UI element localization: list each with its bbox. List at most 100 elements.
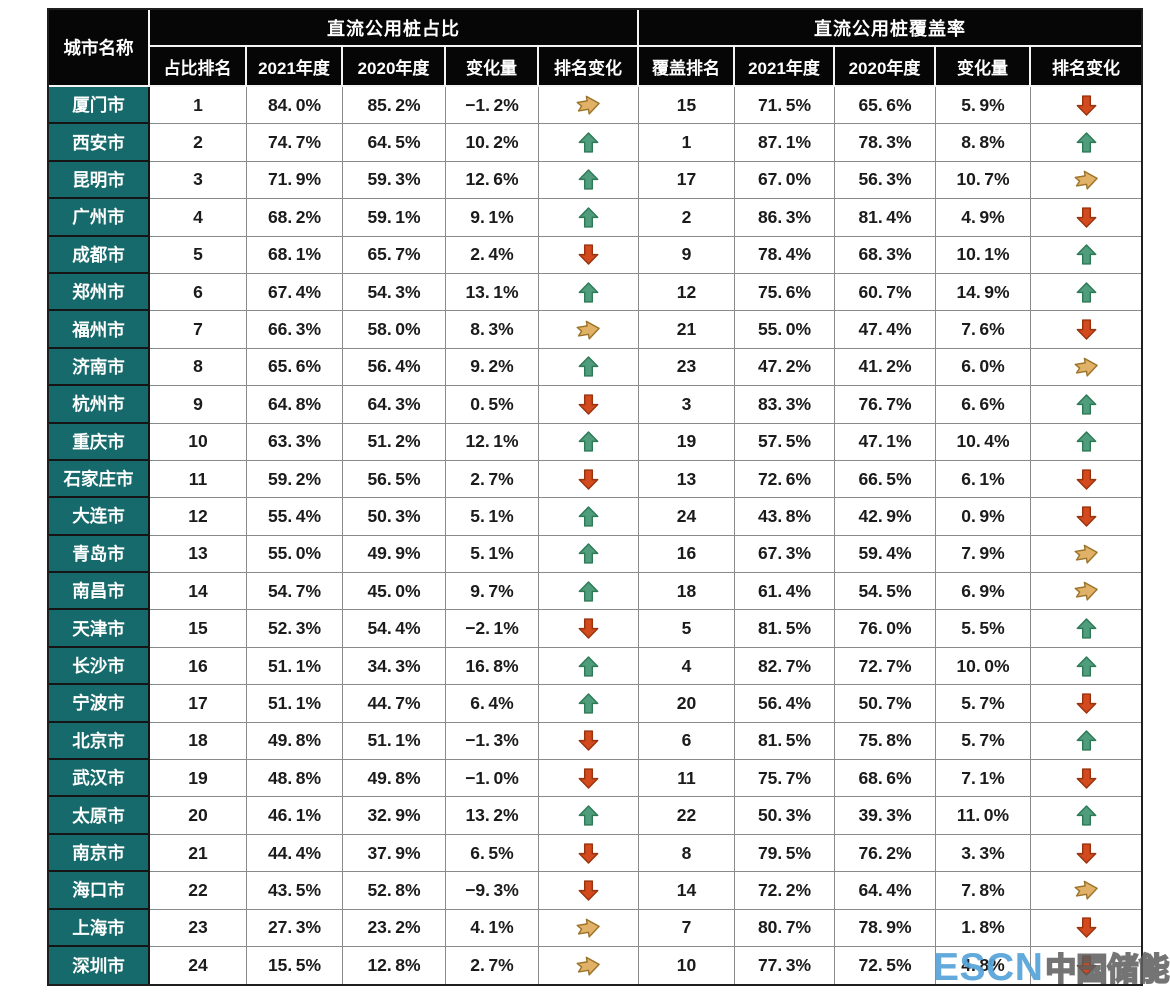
table-row: 上海市 23 27. 3% 23. 2% 4. 1% 7 80. 7% 78. 9% 1. 8% — [49, 909, 1142, 947]
share-change-cell: 2. 7% — [446, 946, 539, 985]
city-cell: 厦门市 — [49, 87, 150, 125]
coverage-2020-cell: 68. 3% — [835, 236, 936, 274]
coverage-trend-cell — [1031, 760, 1142, 798]
share-change-cell: 16. 8% — [446, 647, 539, 686]
share-2020-cell: 59. 3% — [343, 161, 446, 200]
share-2020-cell: 54. 4% — [343, 610, 446, 648]
city-cell: 西安市 — [49, 124, 150, 162]
share-change-cell: 6. 4% — [446, 685, 539, 723]
share-rank-cell: 10 — [150, 423, 247, 461]
coverage-trend-cell — [1031, 423, 1142, 461]
share-trend-cell — [539, 573, 639, 611]
table-row: 长沙市 16 51. 1% 34. 3% 16. 8% 4 82. 7% 72. 7% 10. … — [49, 647, 1142, 686]
coverage-rank-cell: 22 — [639, 797, 735, 835]
city-cell: 青岛市 — [49, 535, 150, 574]
city-cell: 福州市 — [49, 311, 150, 349]
trend-down-icon — [1076, 917, 1096, 938]
coverage-2020-cell: 72. 7% — [835, 647, 936, 686]
coverage-2020-cell: 65. 6% — [835, 87, 936, 125]
share-change-cell: 2. 7% — [446, 460, 539, 499]
share-2020-cell: 49. 8% — [343, 760, 446, 798]
share-change-cell: 8. 3% — [446, 311, 539, 349]
coverage-rank-cell: 7 — [639, 909, 735, 947]
table-row: 郑州市 6 67. 4% 54. 3% 13. 1% 12 75. 6% 60. 7% 14. … — [49, 273, 1142, 312]
col-header-coverage-rank: 覆盖排名 — [639, 47, 735, 87]
share-2020-cell: 23. 2% — [343, 909, 446, 947]
share-change-cell: 10. 2% — [446, 124, 539, 162]
trend-up-icon — [578, 581, 599, 602]
trend-right-icon — [576, 956, 600, 976]
trend-down-icon — [1076, 207, 1096, 228]
share-trend-cell — [539, 199, 639, 237]
trend-up-icon — [1076, 244, 1096, 265]
group-header-row: 城市名称 直流公用桩占比 直流公用桩覆盖率 — [49, 10, 1142, 87]
share-2020-cell: 64. 3% — [343, 386, 446, 424]
share-trend-cell — [539, 872, 639, 910]
coverage-2021-cell: 86. 3% — [735, 199, 835, 237]
share-2021-cell: 65. 6% — [247, 348, 343, 387]
share-change-cell: 9. 7% — [446, 573, 539, 611]
coverage-2020-cell: 42. 9% — [835, 498, 936, 536]
col-header-share-change: 变化量 — [446, 47, 539, 87]
coverage-trend-cell — [1031, 685, 1142, 723]
coverage-2021-cell: 47. 2% — [735, 348, 835, 387]
city-cell: 昆明市 — [49, 161, 150, 200]
trend-up-icon — [1076, 132, 1096, 153]
share-2021-cell: 44. 4% — [247, 834, 343, 873]
table-row: 武汉市 19 48. 8% 49. 8% −1. 0% 11 75. 7% 68. 6% 7. … — [49, 760, 1142, 798]
trend-up-icon — [578, 431, 599, 452]
coverage-2021-cell: 50. 3% — [735, 797, 835, 835]
coverage-trend-cell — [1031, 573, 1142, 611]
coverage-rank-cell: 14 — [639, 872, 735, 910]
coverage-2021-cell: 75. 7% — [735, 760, 835, 798]
table-row: 大连市 12 55. 4% 50. 3% 5. 1% 24 43. 8% 42. 9% 0. 9… — [49, 498, 1142, 536]
coverage-2021-cell: 67. 0% — [735, 161, 835, 200]
share-2021-cell: 74. 7% — [247, 124, 343, 162]
coverage-rank-cell: 4 — [639, 647, 735, 686]
trend-up-icon — [1076, 431, 1096, 452]
share-change-cell: 9. 2% — [446, 348, 539, 387]
share-2020-cell: 12. 8% — [343, 946, 446, 985]
coverage-trend-cell — [1031, 722, 1142, 761]
share-2021-cell: 49. 8% — [247, 722, 343, 761]
coverage-2020-cell: 39. 3% — [835, 797, 936, 835]
coverage-2020-cell: 47. 1% — [835, 423, 936, 461]
coverage-rank-cell: 5 — [639, 610, 735, 648]
coverage-2021-cell: 81. 5% — [735, 610, 835, 648]
coverage-trend-cell — [1031, 610, 1142, 648]
coverage-change-cell: 6. 1% — [936, 460, 1031, 499]
share-trend-cell — [539, 610, 639, 648]
share-trend-cell — [539, 423, 639, 461]
coverage-2020-cell: 75. 8% — [835, 722, 936, 761]
share-2021-cell: 48. 8% — [247, 760, 343, 798]
trend-up-icon — [578, 655, 599, 677]
coverage-change-cell: 0. 9% — [936, 498, 1031, 536]
coverage-2021-cell: 77. 3% — [735, 946, 835, 985]
coverage-2021-cell: 78. 4% — [735, 236, 835, 274]
share-trend-cell — [539, 161, 639, 200]
share-change-cell: 0. 5% — [446, 386, 539, 424]
coverage-2020-cell: 60. 7% — [835, 273, 936, 312]
coverage-2021-cell: 67. 3% — [735, 535, 835, 574]
share-2021-cell: 43. 5% — [247, 872, 343, 910]
coverage-trend-cell — [1031, 872, 1142, 910]
share-trend-cell — [539, 87, 639, 125]
trend-up-icon — [578, 356, 599, 378]
coverage-change-cell: 5. 7% — [936, 685, 1031, 723]
coverage-trend-cell — [1031, 647, 1142, 686]
trend-right-icon — [576, 95, 600, 115]
share-change-cell: 12. 6% — [446, 161, 539, 200]
share-trend-cell — [539, 273, 639, 312]
table-row: 南京市 21 44. 4% 37. 9% 6. 5% 8 79. 5% 76. 2% 3. 3% — [49, 834, 1142, 873]
coverage-2020-cell: 56. 3% — [835, 161, 936, 200]
coverage-rank-cell: 18 — [639, 573, 735, 611]
coverage-rank-cell: 24 — [639, 498, 735, 536]
share-change-cell: 12. 1% — [446, 423, 539, 461]
coverage-trend-cell — [1031, 834, 1142, 873]
coverage-trend-cell — [1031, 535, 1142, 574]
coverage-trend-cell — [1031, 946, 1142, 985]
share-2020-cell: 37. 9% — [343, 834, 446, 873]
trend-up-icon — [578, 805, 599, 826]
share-change-cell: 4. 1% — [446, 909, 539, 947]
share-rank-cell: 12 — [150, 498, 247, 536]
